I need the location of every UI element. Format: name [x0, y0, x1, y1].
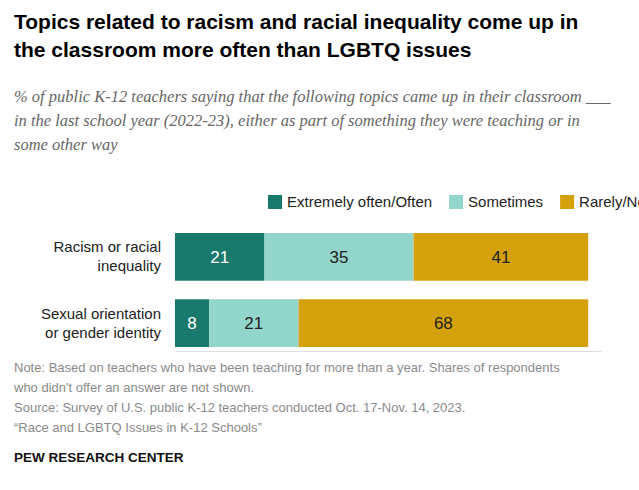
- source: “Race and LGBTQ Issues in K-12 Schools”: [14, 420, 262, 435]
- tick-label: Sexual orientation or gender identity: [41, 305, 162, 341]
- text-line: Note: Based on teachers who have been te…: [14, 360, 560, 375]
- data-labels: 21 8 35 21 41 68: [187, 248, 510, 333]
- bar: [175, 299, 209, 347]
- legend-label: Extremely often/Often: [287, 193, 432, 210]
- credit: PEW RESEARCH CENTER: [14, 450, 184, 465]
- data-label: 68: [434, 314, 453, 333]
- bar: [175, 233, 264, 281]
- text-line: inequality: [98, 257, 162, 274]
- legend-swatch: [560, 195, 574, 209]
- text-line: or gender identity: [45, 324, 161, 341]
- title: Topics related to racism and racial ineq…: [14, 10, 578, 61]
- note: Note: Based on teachers who have been te…: [13, 360, 560, 395]
- y-axis: Racism or racial inequality Sexual orienta…: [41, 238, 162, 340]
- text-line: in the last school year (2022-23), eithe…: [14, 111, 580, 130]
- legend-label: Rarely/Never: [579, 193, 639, 210]
- axis-line: [176, 351, 602, 352]
- text-line: the classroom more often than LGBTQ issu…: [14, 38, 471, 61]
- text-line: Racism or racial: [53, 238, 161, 255]
- legend-swatch: [268, 195, 282, 209]
- bar: [299, 299, 589, 347]
- bar: [414, 233, 589, 281]
- chart: Topics related to racism and racial ineq…: [0, 0, 639, 490]
- text-line: Sexual orientation: [41, 305, 161, 322]
- bar: [264, 233, 413, 281]
- source: Source: Survey of U.S. public K-12 teach…: [14, 400, 465, 415]
- legend-label: Sometimes: [468, 193, 543, 210]
- legend: Extremely often/Often Sometimes Rarely/Nev…: [268, 193, 639, 210]
- data-label: 8: [187, 314, 196, 333]
- x-axis: [176, 351, 602, 352]
- tick-label: Racism or racial inequality: [53, 238, 161, 274]
- legend-swatch: [449, 195, 463, 209]
- text-line: % of public K-12 teachers saying that th…: [14, 87, 611, 106]
- bar: [209, 299, 298, 347]
- data-label: 21: [244, 314, 263, 333]
- text-line: who didn't offer an answer are not shown…: [13, 380, 254, 395]
- tick: Sexual orientation or gender identity: [41, 305, 162, 341]
- data-label: 21: [210, 248, 229, 267]
- data-label: 35: [330, 248, 349, 267]
- text-line: Topics related to racism and racial ineq…: [14, 10, 578, 33]
- data-label: 41: [491, 248, 510, 267]
- bars: [175, 233, 588, 347]
- text-line: some other way: [14, 135, 118, 154]
- tick: Racism or racial inequality: [53, 238, 161, 274]
- subtitle: % of public K-12 teachers saying that th…: [14, 87, 611, 154]
